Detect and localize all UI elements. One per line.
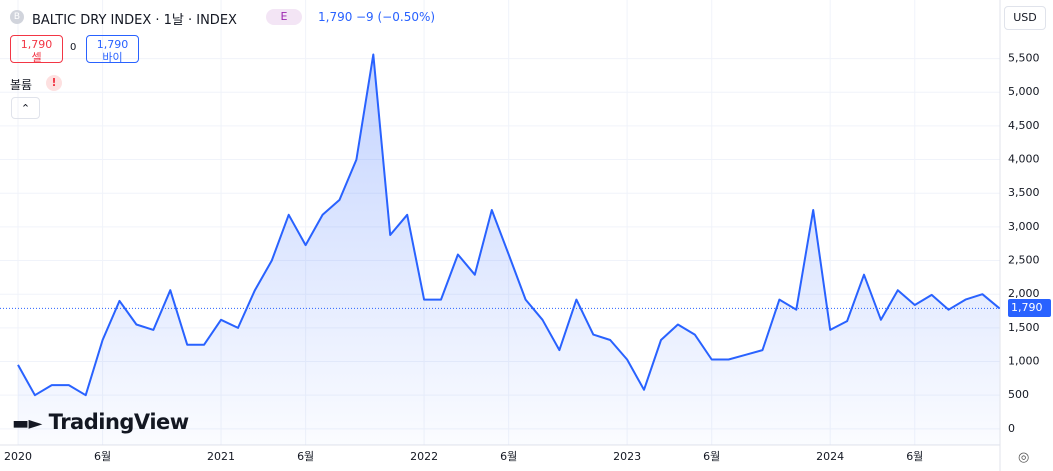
x-tick-label: 6월 bbox=[500, 450, 517, 463]
y-tick-label: 0 bbox=[1008, 422, 1015, 435]
x-tick-label: 2021 bbox=[207, 450, 235, 463]
y-tick-label: 5,000 bbox=[1008, 85, 1040, 98]
symbol-title[interactable]: BALTIC DRY INDEX · 1날 · INDEX bbox=[32, 13, 237, 28]
exchange-badge[interactable]: E bbox=[266, 9, 302, 25]
buy-button[interactable]: 1,790 바이 bbox=[86, 35, 139, 64]
y-tick-label: 4,000 bbox=[1008, 153, 1040, 166]
y-tick-label: 3,000 bbox=[1008, 220, 1040, 233]
currency-button[interactable]: USD bbox=[1004, 6, 1046, 30]
y-tick-label: 2,000 bbox=[1008, 287, 1040, 300]
x-tick-label: 2020 bbox=[4, 450, 32, 463]
x-tick-label: 2022 bbox=[410, 450, 438, 463]
spread: 0 bbox=[70, 42, 77, 53]
x-tick-label: 2024 bbox=[816, 450, 844, 463]
symbol-icon: B bbox=[10, 10, 24, 24]
settings-icon[interactable]: ◎ bbox=[1018, 450, 1030, 465]
x-tick-label: 6월 bbox=[703, 450, 720, 463]
last-price: 1,790 bbox=[318, 10, 353, 24]
x-tick-label: 6월 bbox=[94, 450, 111, 463]
x-tick-label: 6월 bbox=[297, 450, 314, 463]
area-fill bbox=[18, 54, 1000, 445]
price-axis-label: 1,790 bbox=[1008, 299, 1051, 318]
buy-label: 바이 bbox=[102, 51, 123, 64]
y-tick-label: 2,500 bbox=[1008, 254, 1040, 267]
logo: ▬► TradingView bbox=[12, 410, 189, 434]
y-tick-label: 5,500 bbox=[1008, 52, 1040, 65]
sell-label: 셀 bbox=[31, 51, 42, 64]
y-tick-label: 3,500 bbox=[1008, 186, 1040, 199]
price-line bbox=[17, 53, 1001, 397]
price-change: −9 (−0.50%) bbox=[356, 10, 436, 24]
y-tick-label: 1,000 bbox=[1008, 355, 1040, 368]
buy-price: 1,790 bbox=[96, 38, 129, 51]
volume-label: 볼륨 bbox=[10, 78, 33, 92]
sell-button[interactable]: 1,790 셀 bbox=[10, 35, 63, 64]
x-tick-label: 6월 bbox=[906, 450, 923, 463]
y-tick-label: 4,500 bbox=[1008, 119, 1040, 132]
logo-text: TradingView bbox=[48, 410, 189, 434]
warning-icon[interactable]: ! bbox=[46, 75, 62, 91]
x-tick-label: 2023 bbox=[613, 450, 641, 463]
collapse-button[interactable]: ⌃ bbox=[11, 97, 40, 119]
sell-price: 1,790 bbox=[20, 38, 53, 51]
y-tick-label: 1,500 bbox=[1008, 321, 1040, 334]
y-tick-label: 500 bbox=[1008, 388, 1029, 401]
